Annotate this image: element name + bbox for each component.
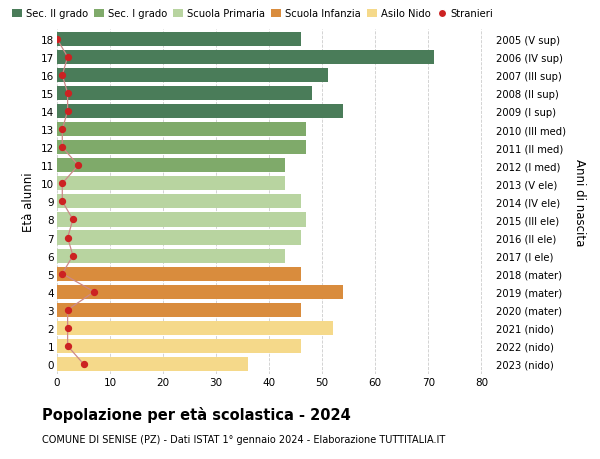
- Bar: [57, 177, 285, 191]
- Point: [58, 126, 67, 134]
- Bar: [57, 195, 301, 209]
- Point: [63, 325, 73, 332]
- Point: [52, 36, 62, 44]
- Text: COMUNE DI SENISE (PZ) - Dati ISTAT 1° gennaio 2024 - Elaborazione TUTTITALIA.IT: COMUNE DI SENISE (PZ) - Dati ISTAT 1° ge…: [42, 434, 445, 444]
- Point: [63, 307, 73, 314]
- Point: [63, 342, 73, 350]
- Bar: [57, 285, 343, 299]
- Y-axis label: Età alunni: Età alunni: [22, 172, 35, 232]
- Point: [63, 54, 73, 62]
- Point: [89, 288, 99, 296]
- Bar: [57, 141, 307, 155]
- Point: [63, 108, 73, 116]
- Point: [58, 72, 67, 79]
- Bar: [57, 321, 333, 335]
- Point: [58, 198, 67, 206]
- Bar: [57, 159, 285, 173]
- Bar: [57, 105, 343, 119]
- Bar: [57, 51, 434, 65]
- Bar: [57, 87, 311, 101]
- Point: [58, 270, 67, 278]
- Point: [58, 180, 67, 188]
- Bar: [57, 267, 301, 281]
- Bar: [57, 123, 307, 137]
- Bar: [57, 213, 307, 227]
- Y-axis label: Anni di nascita: Anni di nascita: [572, 158, 586, 246]
- Bar: [57, 303, 301, 317]
- Bar: [57, 231, 301, 245]
- Bar: [57, 249, 285, 263]
- Point: [63, 90, 73, 97]
- Bar: [57, 69, 328, 83]
- Text: Popolazione per età scolastica - 2024: Popolazione per età scolastica - 2024: [42, 406, 351, 422]
- Bar: [57, 33, 301, 47]
- Point: [73, 162, 83, 169]
- Point: [79, 360, 88, 368]
- Point: [58, 144, 67, 151]
- Bar: [57, 357, 248, 371]
- Bar: [57, 339, 301, 353]
- Point: [63, 235, 73, 242]
- Point: [68, 216, 78, 224]
- Legend: Sec. II grado, Sec. I grado, Scuola Primaria, Scuola Infanzia, Asilo Nido, Stran: Sec. II grado, Sec. I grado, Scuola Prim…: [10, 7, 496, 22]
- Point: [68, 252, 78, 260]
